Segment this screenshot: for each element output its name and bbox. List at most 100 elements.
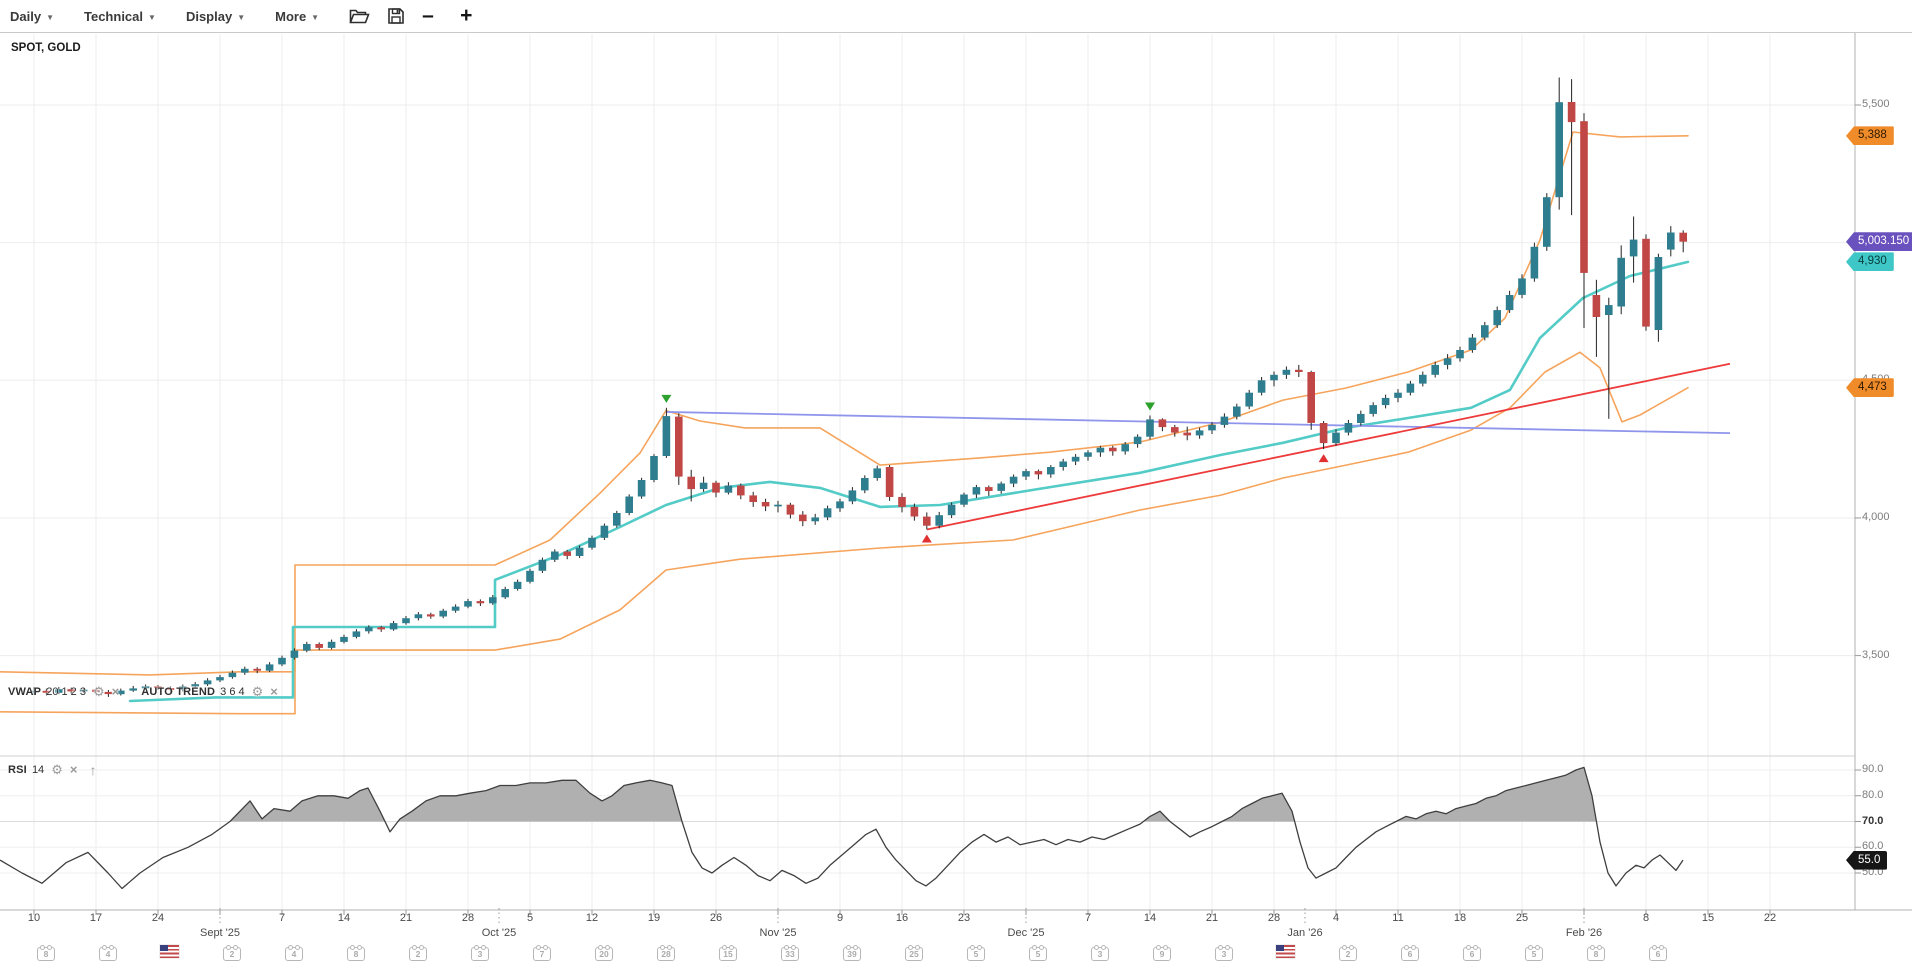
calendar-events-icon[interactable]: 2: [1339, 945, 1357, 961]
rsi-value-badge: 55.0: [1846, 850, 1888, 870]
overlay-indicator-row: VWAP 20 1 2 3 ⚙ × AUTO TREND 3 6 4 ⚙ ×: [8, 684, 278, 699]
save-icon[interactable]: [388, 8, 404, 24]
rsi-remove-icon[interactable]: ×: [69, 762, 78, 777]
calendar-events-icon[interactable]: 4: [99, 945, 117, 961]
x-tick-label: 11: [1392, 912, 1404, 924]
x-tick-label: 12: [585, 912, 599, 924]
x-tick-label: 4: [1332, 912, 1340, 924]
chevron-down-icon: ▼: [237, 12, 246, 22]
x-tick-label: 23: [957, 912, 971, 924]
rsi-indicator-row: RSI 14 ⚙ × ↑: [8, 762, 97, 778]
x-tick-label: 14: [337, 912, 351, 924]
x-tick-label: 14: [1143, 912, 1157, 924]
calendar-events-icon[interactable]: 7: [533, 945, 551, 961]
autotrend-params: 3 6 4: [220, 686, 245, 698]
calendar-events-icon[interactable]: 9: [1153, 945, 1171, 961]
chevron-down-icon: ▼: [311, 12, 320, 22]
calendar-events-icon[interactable]: 2: [223, 945, 241, 961]
calendar-events-icon[interactable]: 39: [843, 945, 861, 961]
menu-display[interactable]: Display ▼: [185, 8, 246, 24]
calendar-events-icon[interactable]: 3: [1091, 945, 1109, 961]
x-tick-label: 28: [1267, 912, 1281, 924]
calendar-events-icon[interactable]: 8: [37, 945, 55, 961]
rsi-params: 14: [31, 764, 45, 776]
menu-daily[interactable]: Daily ▼: [10, 8, 54, 24]
month-label: Feb '26: [1565, 927, 1603, 939]
calendar-events-icon[interactable]: 5: [1525, 945, 1543, 961]
rsi-tick-60: 60.0: [1862, 840, 1884, 853]
rsi-move-up-icon[interactable]: ↑: [89, 762, 97, 778]
calendar-events-icon[interactable]: 3: [1215, 945, 1233, 961]
price-tick-4000: 4,000: [1862, 510, 1890, 523]
x-tick-label: 24: [151, 912, 165, 924]
x-tick-label: 5: [526, 912, 534, 924]
x-tick-label: 16: [895, 912, 909, 924]
open-folder-icon[interactable]: [349, 8, 370, 24]
band-upper-price-badge: 5,388: [1846, 126, 1894, 146]
calendar-events-icon[interactable]: 2: [409, 945, 427, 961]
toolbar: Daily ▼ Technical ▼ Display ▼ More ▼ – +: [0, 0, 1912, 33]
month-label: Jan '26: [1287, 927, 1323, 939]
calendar-events-icon[interactable]: 5: [1029, 945, 1047, 961]
month-label: Oct '25: [481, 927, 517, 939]
autotrend-label: AUTO TREND: [141, 686, 216, 698]
last-price-badge: 5,003.150: [1846, 232, 1912, 252]
x-tick-label: 9: [836, 912, 844, 924]
x-tick-label: 25: [1515, 912, 1529, 924]
x-tick-label: 28: [461, 912, 475, 924]
x-tick-label: 21: [1205, 912, 1219, 924]
calendar-events-icon[interactable]: 4: [285, 945, 303, 961]
calendar-events-icon[interactable]: 25: [905, 945, 923, 961]
calendar-events-icon[interactable]: 15: [719, 945, 737, 961]
calendar-events-icon[interactable]: 3: [471, 945, 489, 961]
x-tick-label: 17: [89, 912, 103, 924]
calendar-events-icon[interactable]: 6: [1649, 945, 1667, 961]
price-tick-5500: 5,500: [1862, 98, 1890, 110]
calendar-events-icon[interactable]: 20: [595, 945, 613, 961]
month-label: Dec '25: [1007, 927, 1045, 939]
x-tick-label: 15: [1701, 912, 1715, 924]
calendar-events-icon[interactable]: 6: [1463, 945, 1481, 961]
rsi-settings-gear-icon[interactable]: ⚙: [51, 762, 63, 777]
calendar-events-icon[interactable]: 8: [1587, 945, 1605, 961]
calendar-events-icon[interactable]: 6: [1401, 945, 1419, 961]
vwap-settings-gear-icon[interactable]: ⚙: [92, 684, 105, 699]
autotrend-settings-gear-icon[interactable]: ⚙: [251, 684, 264, 699]
vwap-price-badge: 4,930: [1846, 252, 1894, 272]
x-tick-label: 21: [399, 912, 413, 924]
us-flag-holiday-icon[interactable]: [160, 945, 179, 958]
us-flag-holiday-icon[interactable]: [1276, 945, 1295, 958]
calendar-events-icon[interactable]: 33: [781, 945, 799, 961]
x-tick-label: 22: [1763, 912, 1777, 924]
vwap-remove-icon[interactable]: ×: [111, 684, 120, 699]
calendar-events-icon[interactable]: 5: [967, 945, 985, 961]
price-tick-3500: 3,500: [1862, 648, 1890, 661]
symbol-label: SPOT, GOLD: [11, 42, 81, 54]
chevron-down-icon: ▼: [46, 12, 54, 22]
band-lower-price-badge: 4,473: [1846, 378, 1894, 398]
calendar-events-icon[interactable]: 28: [657, 945, 675, 961]
zoom-in-button[interactable]: +: [460, 4, 473, 27]
rsi-tick-70: 70.0: [1862, 814, 1884, 827]
autotrend-remove-icon[interactable]: ×: [270, 684, 278, 699]
x-tick-label: 26: [709, 912, 723, 924]
chevron-down-icon: ▼: [148, 12, 156, 22]
menu-technical[interactable]: Technical ▼: [84, 8, 156, 24]
month-label: Sept '25: [199, 927, 241, 939]
zoom-out-button[interactable]: –: [422, 4, 434, 27]
x-tick-label: 8: [1642, 912, 1650, 924]
month-label: Nov '25: [759, 927, 797, 939]
x-tick-label: 18: [1453, 912, 1467, 924]
calendar-events-icon[interactable]: 8: [347, 945, 365, 961]
x-tick-label: 7: [1084, 912, 1092, 924]
x-tick-label: 10: [27, 912, 41, 924]
x-tick-label: 7: [278, 912, 286, 924]
rsi-label: RSI: [8, 764, 27, 776]
vwap-label: VWAP: [8, 686, 42, 698]
x-tick-label: 19: [647, 912, 661, 924]
rsi-tick-90: 90.0: [1862, 763, 1884, 775]
vwap-params: 20 1 2 3: [46, 686, 86, 698]
rsi-tick-80: 80.0: [1862, 788, 1884, 801]
menu-more[interactable]: More ▼: [275, 8, 320, 24]
